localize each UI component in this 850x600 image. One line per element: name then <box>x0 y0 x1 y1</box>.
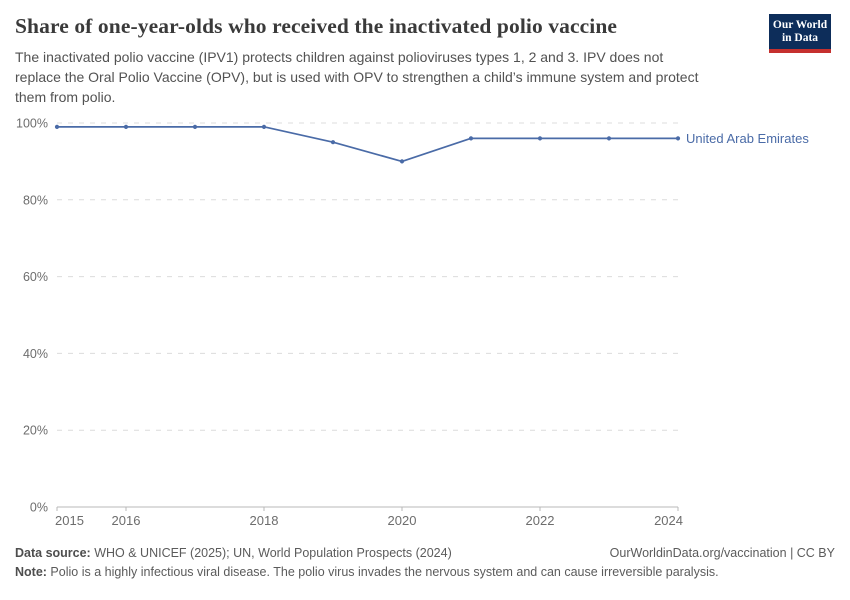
y-tick-label-80: 80% <box>23 193 48 207</box>
x-tick-label-2018: 2018 <box>250 513 279 528</box>
rights-link[interactable]: OurWorldinData.org/vaccination | CC BY <box>609 546 835 560</box>
x-tick-label-2022: 2022 <box>526 513 555 528</box>
note-value: Polio is a highly infectious viral disea… <box>46 565 719 579</box>
note-label: Note: <box>15 565 47 579</box>
owid-logo-line2: in Data <box>781 31 819 44</box>
chart-header: Share of one-year-olds who received the … <box>0 0 850 107</box>
footer-source-row: Data source: WHO & UNICEF (2025); UN, Wo… <box>15 544 835 563</box>
data-point-2019[interactable] <box>330 140 336 145</box>
data-point-2023[interactable] <box>606 136 612 141</box>
data-point-2018[interactable] <box>261 124 267 129</box>
page-title: Share of one-year-olds who received the … <box>15 14 618 38</box>
y-tick-label-40: 40% <box>23 347 48 361</box>
data-source-text: Data source: WHO & UNICEF (2025); UN, Wo… <box>15 544 452 563</box>
chart-area: 0% 20% 40% 60% 80% 100% 2015 2016 2018 2020 2022 20… <box>0 109 850 542</box>
y-tick-label-20: 20% <box>23 424 48 438</box>
series-line[interactable] <box>56 125 679 163</box>
owid-logo-line1: Our World <box>772 18 828 31</box>
y-tick-label-60: 60% <box>23 270 48 284</box>
data-source-label: Data source: <box>15 546 91 560</box>
data-point-2015[interactable] <box>54 124 60 129</box>
data-source-value: WHO & UNICEF (2025); UN, World Populatio… <box>90 546 452 560</box>
x-tick-label-2015: 2015 <box>55 513 84 528</box>
line-chart[interactable]: 0% 20% 40% 60% 80% 100% 2015 2016 2018 2020 2022 20… <box>0 109 850 537</box>
x-tick-label-2024: 2024 <box>654 513 683 528</box>
y-tick-label-0: 0% <box>30 501 48 515</box>
x-tick-label-2020: 2020 <box>388 513 417 528</box>
data-point-2024[interactable] <box>675 136 681 141</box>
footer-note-row: Note: Polio is a highly infectious viral… <box>15 563 835 582</box>
chart-subtitle: The inactivated polio vaccine (IPV1) pro… <box>15 49 699 105</box>
data-point-2022[interactable] <box>537 136 543 141</box>
owid-logo[interactable]: Our World in Data <box>769 14 831 53</box>
chart-footer: Data source: WHO & UNICEF (2025); UN, Wo… <box>15 544 835 582</box>
data-point-2016[interactable] <box>123 124 129 129</box>
x-tick-label-2016: 2016 <box>112 513 141 528</box>
data-point-2017[interactable] <box>192 124 198 129</box>
y-tick-label-100: 100% <box>16 117 48 131</box>
note-text: Note: Polio is a highly infectious viral… <box>15 565 719 579</box>
series-label: United Arab Emirates <box>686 131 809 146</box>
data-point-2020[interactable] <box>399 159 405 164</box>
data-point-2021[interactable] <box>468 136 474 141</box>
